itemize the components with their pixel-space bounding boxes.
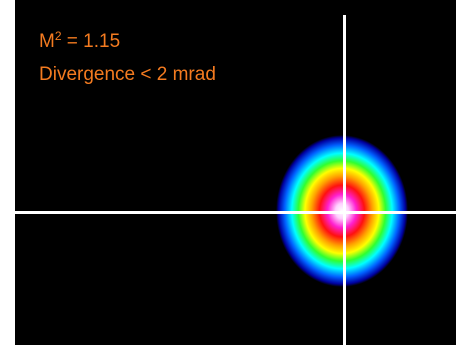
crosshair-vertical-line <box>343 15 346 345</box>
crosshair-horizontal-line <box>15 211 456 214</box>
m2-symbol: M <box>39 31 55 52</box>
beam-profile-view: M2 = 1.15 Divergence < 2 mrad <box>15 0 456 345</box>
m2-superscript: 2 <box>54 29 62 43</box>
m2-value: = 1.15 <box>61 31 121 52</box>
m2-annotation: M2 = 1.15 <box>39 25 120 53</box>
divergence-annotation: Divergence < 2 mrad <box>39 64 216 85</box>
